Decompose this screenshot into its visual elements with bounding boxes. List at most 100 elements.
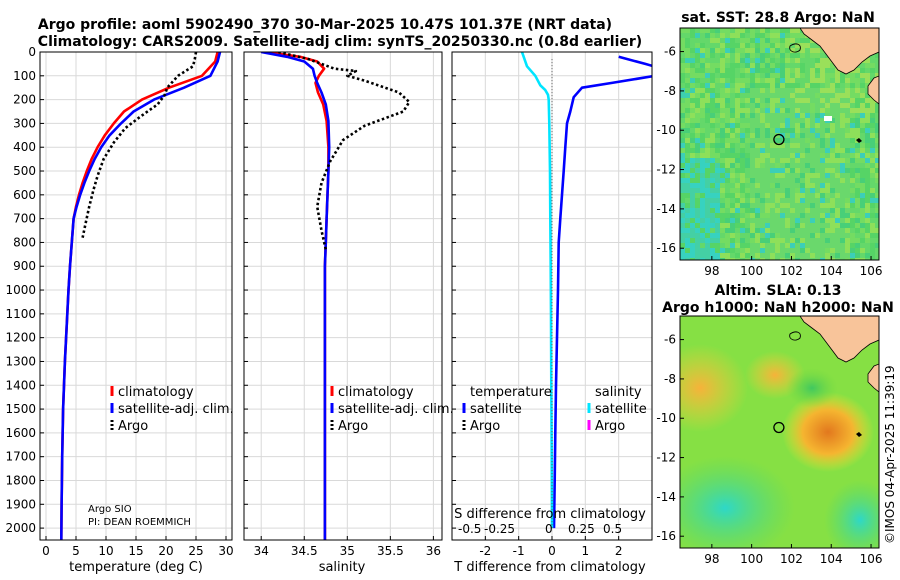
sst-cell [705, 73, 710, 78]
sst-cell [850, 128, 855, 133]
sst-cell [815, 78, 820, 83]
sst-cell [705, 63, 710, 68]
sst-cell [710, 128, 715, 133]
temperature-xlabel: temperature (deg C) [69, 560, 203, 575]
sst-cell [720, 173, 725, 178]
sst-cell [695, 63, 700, 68]
y-tick-label: 1300 [5, 354, 36, 368]
sst-cell [685, 138, 690, 143]
sst-cell [770, 108, 775, 113]
sst-cell [820, 193, 825, 198]
sst-cell [840, 158, 845, 163]
sst-cell [790, 168, 795, 173]
sst-cell [730, 58, 735, 63]
sst-cell [805, 163, 810, 168]
sst-cell [745, 103, 750, 108]
sst-cell [700, 203, 705, 208]
sst-cell [860, 193, 865, 198]
sst-cell [725, 183, 730, 188]
sst-cell [695, 228, 700, 233]
sst-cell [720, 68, 725, 73]
sst-cell [685, 53, 690, 58]
sst-cell [790, 208, 795, 213]
sst-cell [750, 43, 755, 48]
sst-cell [690, 153, 695, 158]
sst-cell [725, 143, 730, 148]
y-tick-label: 800 [13, 235, 36, 249]
sst-cell [860, 208, 865, 213]
sst-cell [750, 258, 755, 260]
sst-cell [870, 203, 875, 208]
land-sumatra [799, 316, 879, 363]
sst-cell [840, 238, 845, 243]
sst-map-title: sat. SST: 28.8 Argo: NaN [681, 10, 875, 26]
sst-cell [755, 128, 760, 133]
sst-cell [855, 128, 860, 133]
sst-cell [705, 163, 710, 168]
sst-cell [870, 208, 875, 213]
sst-cell [720, 258, 725, 260]
sst-cell [715, 193, 720, 198]
sst-cell [695, 248, 700, 253]
sst-cell [730, 63, 735, 68]
sst-cell [740, 238, 745, 243]
sla-map-frame [679, 315, 880, 549]
sst-cell [875, 223, 879, 228]
map-x-tick-label: 98 [704, 264, 719, 278]
sst-cell [700, 73, 705, 78]
sst-cell [855, 98, 860, 103]
sst-cell [810, 233, 815, 238]
sst-cell [715, 148, 720, 153]
sst-cell [745, 43, 750, 48]
sst-cell [820, 143, 825, 148]
sst-cell [870, 153, 875, 158]
sst-cell [825, 213, 830, 218]
sst-cell [745, 178, 750, 183]
sst-cell [870, 243, 875, 248]
sst-cell [770, 28, 775, 33]
sst-cell [855, 208, 860, 213]
sst-cell [775, 248, 780, 253]
sst-cell [705, 213, 710, 218]
sst-cell [765, 233, 770, 238]
difference-temperature-legend: temperature satellite Argo [462, 385, 552, 434]
sst-cell [825, 88, 830, 93]
sst-cell [740, 173, 745, 178]
sst-cell [730, 68, 735, 73]
sst-cell [850, 228, 855, 233]
sst-cell [680, 83, 685, 88]
s-tick-neg-0.25: -0.25 [484, 522, 515, 536]
sst-cell [815, 53, 820, 58]
sst-cell [750, 228, 755, 233]
legend-t-satellite-label: satellite [470, 402, 522, 417]
sst-cell [790, 78, 795, 83]
sst-cell [845, 158, 850, 163]
sst-cell [805, 63, 810, 68]
sst-cell [850, 193, 855, 198]
sst-cell [830, 168, 835, 173]
sst-cell [760, 63, 765, 68]
sst-cell [870, 53, 875, 58]
sst-cell [840, 213, 845, 218]
sst-cell [730, 28, 735, 33]
x-tick-label: 25 [188, 544, 203, 558]
sst-cell [875, 208, 879, 213]
sst-cell [850, 238, 855, 243]
sst-cell [710, 78, 715, 83]
sst-cell [835, 158, 840, 163]
sst-cell [830, 63, 835, 68]
sst-cell [865, 218, 870, 223]
sst-cell [860, 248, 865, 253]
sst-cell [795, 218, 800, 223]
sst-cell [845, 223, 850, 228]
sst-cell [680, 138, 685, 143]
sst-cell [700, 63, 705, 68]
sst-cell [705, 38, 710, 43]
sst-cell [730, 203, 735, 208]
sst-cell [795, 108, 800, 113]
sst-cell [790, 28, 795, 33]
sst-cell [780, 173, 785, 178]
sst-cell [735, 143, 740, 148]
y-tick-label: 2000 [5, 521, 36, 535]
sst-cell [705, 168, 710, 173]
